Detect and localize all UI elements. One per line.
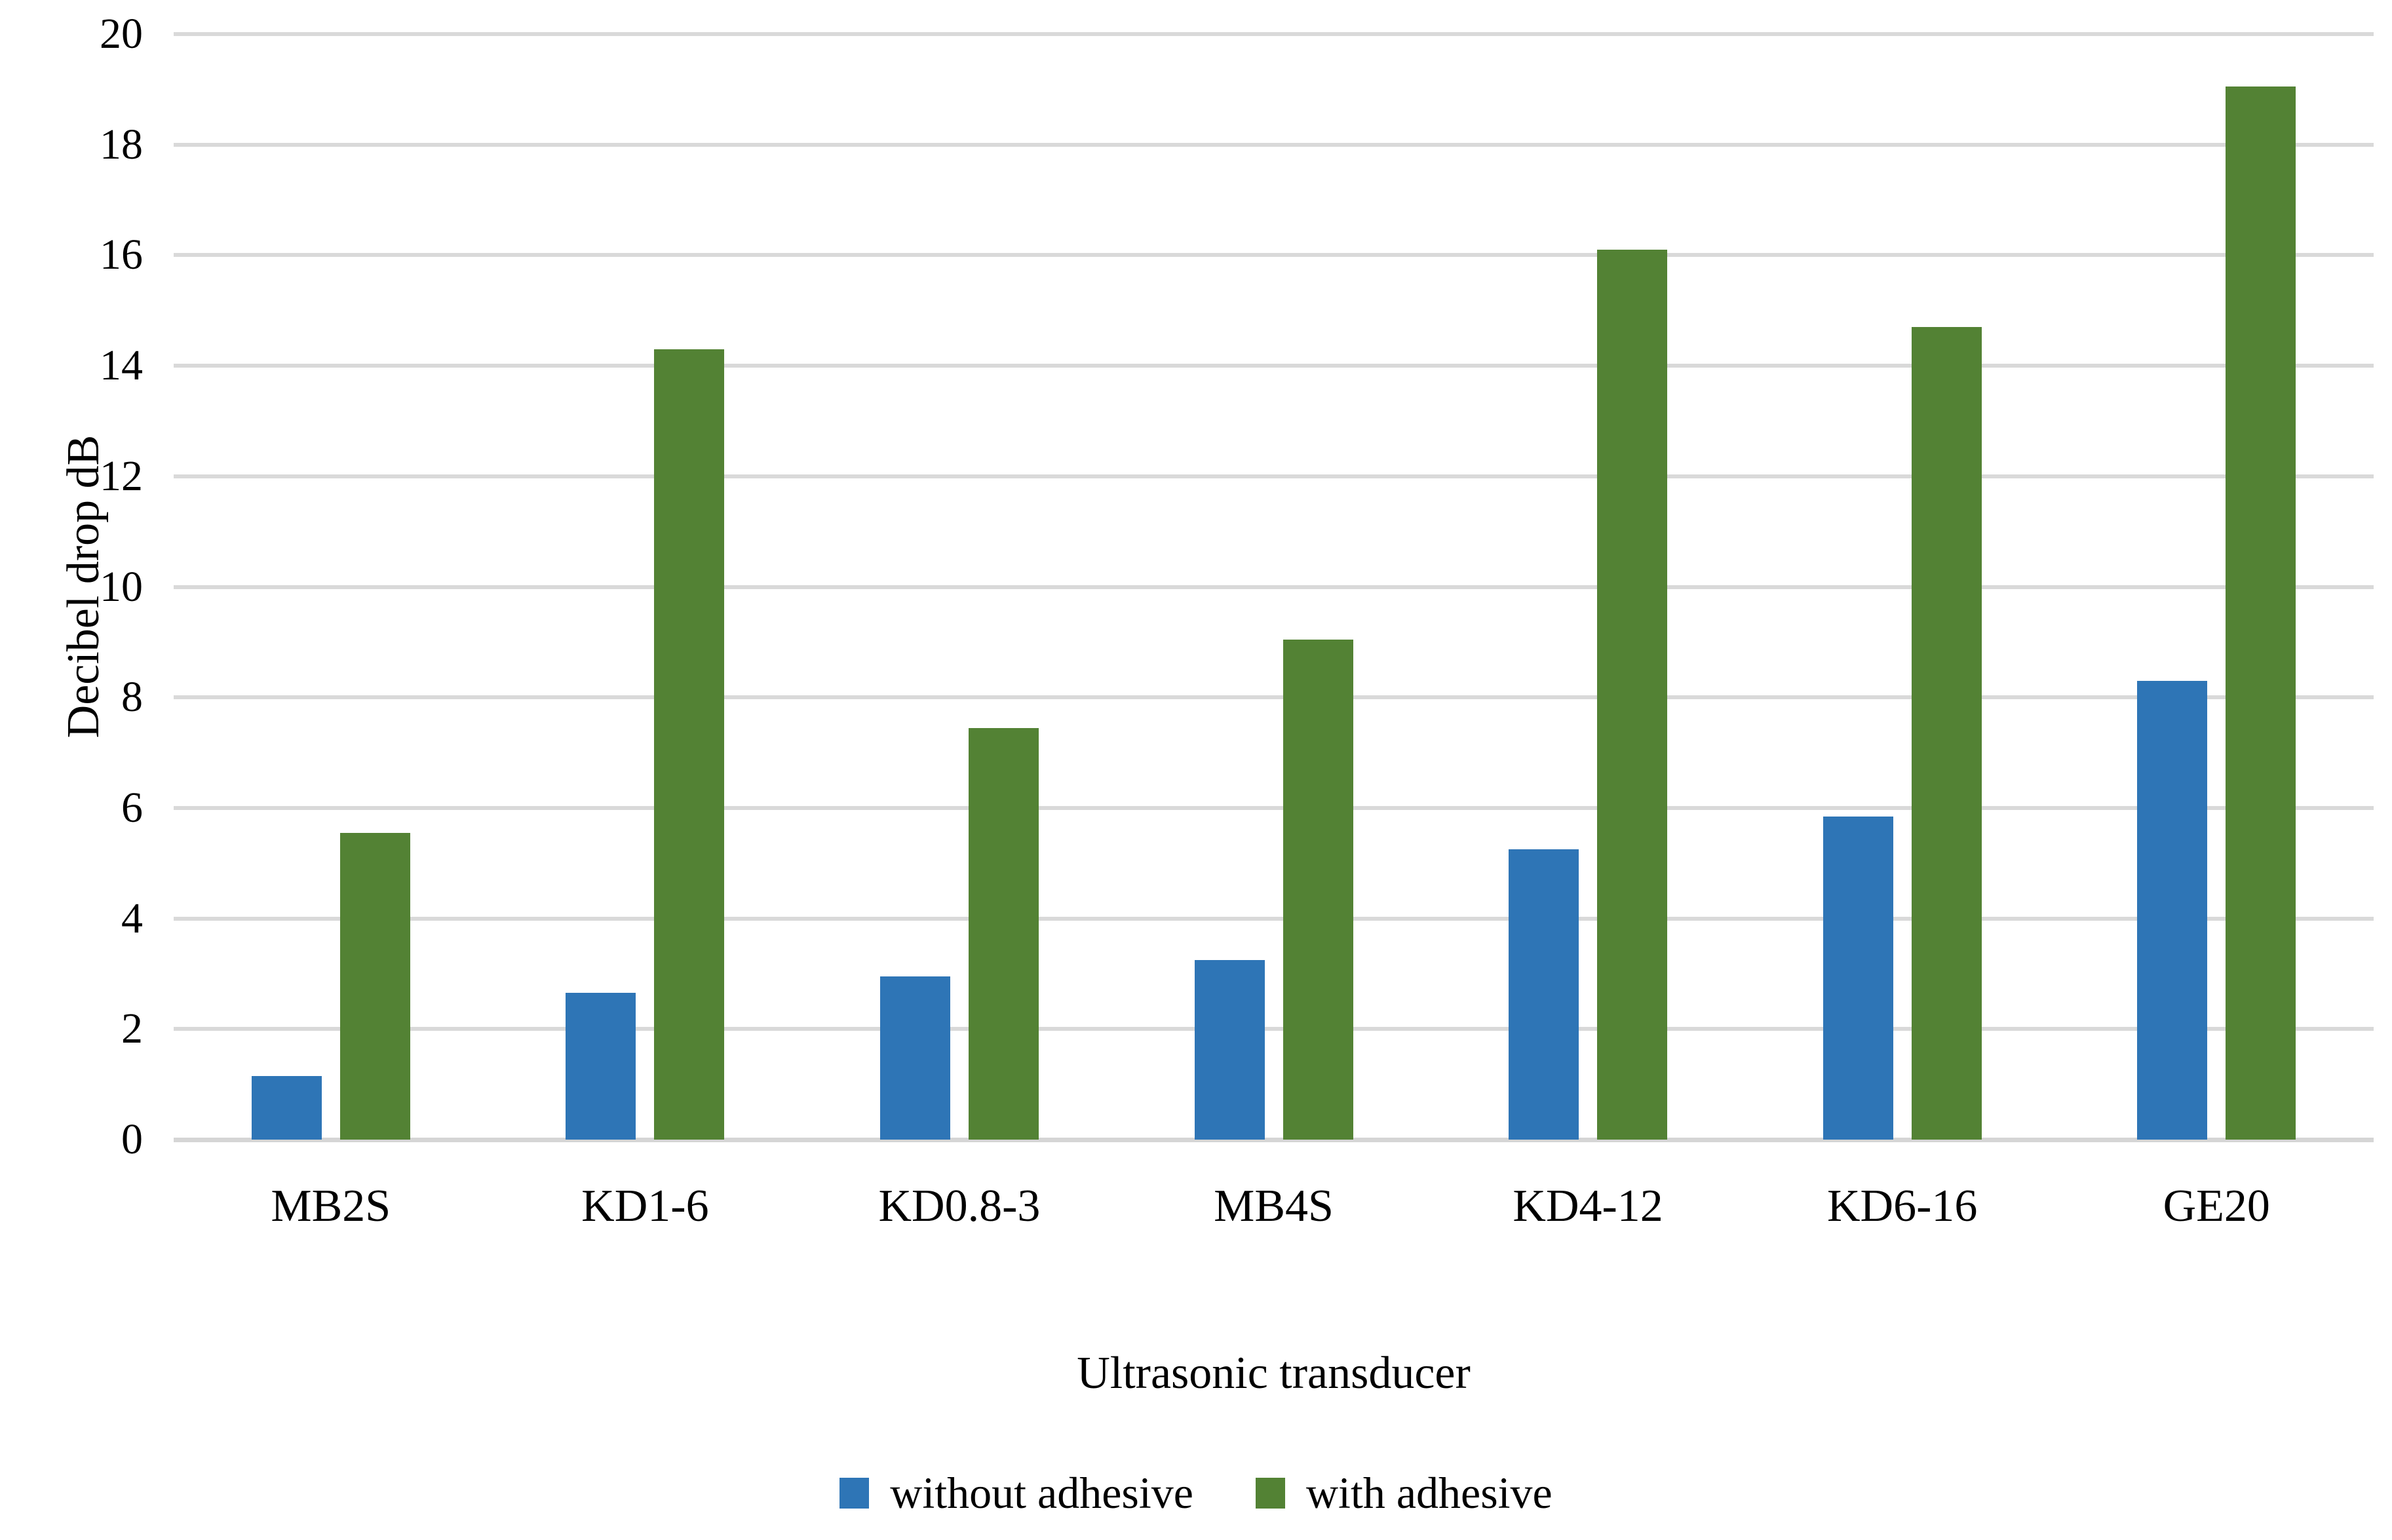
- x-category-label-KD1-6: KD1-6: [581, 1181, 709, 1231]
- x-category-label-GE20: GE20: [2163, 1181, 2270, 1231]
- bar-group-GE20: [2059, 34, 2374, 1140]
- x-axis-line: [174, 1138, 2374, 1142]
- y-tick-label-0: 0: [121, 1115, 143, 1163]
- bar-KD4-12-without-adhesive: [1509, 849, 1579, 1140]
- legend-label: with adhesive: [1305, 1468, 1553, 1518]
- bar-KD6-16-without-adhesive: [1823, 816, 1893, 1140]
- y-tick-label-10: 10: [100, 562, 143, 611]
- y-tick-label-14: 14: [100, 341, 143, 390]
- y-tick-label-18: 18: [100, 120, 143, 168]
- y-tick-label-12: 12: [100, 452, 143, 500]
- x-category-label-MB4S: MB4S: [1214, 1181, 1334, 1231]
- gridlines: [174, 32, 2374, 1142]
- bar-GE20-with-adhesive: [2226, 87, 2296, 1140]
- x-axis-title: Ultrasonic transducer: [1077, 1348, 1471, 1398]
- bar-group-KD6-16: [1745, 34, 2060, 1140]
- bar-KD4-12-with-adhesive: [1597, 249, 1668, 1140]
- legend-item-without-adhesive: without adhesive: [839, 1467, 1193, 1519]
- legend-label: without adhesive: [890, 1468, 1193, 1518]
- bar-group-KD0.8-3: [802, 34, 1117, 1140]
- bar-group-KD4-12: [1431, 34, 1745, 1140]
- legend-item-with-adhesive: with adhesive: [1255, 1467, 1553, 1519]
- y-tick-label-4: 4: [121, 894, 143, 942]
- gridline-y-6: [174, 805, 2374, 810]
- legend: without adhesive with adhesive: [0, 1467, 2392, 1519]
- x-category-label-KD0.8-3: KD0.8-3: [878, 1181, 1041, 1231]
- y-tick-label-2: 2: [121, 1005, 143, 1053]
- bar-group-KD1-6: [488, 34, 803, 1140]
- bar-MB2S-without-adhesive: [251, 1076, 322, 1140]
- bar-group-MB2S: [174, 34, 488, 1140]
- bar-GE20-without-adhesive: [2137, 680, 2208, 1140]
- bar-KD6-16-with-adhesive: [1911, 327, 1982, 1140]
- gridline-y-10: [174, 585, 2374, 589]
- bar-KD0.8-3-with-adhesive: [968, 727, 1039, 1140]
- y-tick-label-16: 16: [100, 231, 143, 279]
- y-tick-label-20: 20: [100, 10, 143, 58]
- bar-series-container: [174, 34, 2374, 1140]
- bar-MB2S-with-adhesive: [339, 832, 410, 1140]
- y-tick-label-8: 8: [121, 673, 143, 722]
- bar-KD1-6-with-adhesive: [654, 349, 725, 1140]
- gridline-y-4: [174, 916, 2374, 921]
- gridline-y-20: [174, 32, 2374, 36]
- x-category-label-KD6-16: KD6-16: [1826, 1181, 1978, 1231]
- x-category-label-MB2S: MB2S: [271, 1181, 391, 1231]
- y-axis-title: Decibel drop dB: [58, 434, 109, 739]
- legend-swatch-icon: [1255, 1477, 1285, 1509]
- x-axis-category-labels: MB2S KD1-6 KD0.8-3 MB4S KD4-12 KD6-16 GE20: [174, 1177, 2374, 1236]
- bar-group-MB4S: [1117, 34, 1431, 1140]
- gridline-y-16: [174, 253, 2374, 258]
- bar-MB4S-with-adhesive: [1283, 639, 1353, 1140]
- bar-MB4S-without-adhesive: [1194, 959, 1265, 1140]
- plot-area: [174, 32, 2374, 1142]
- y-tick-label-6: 6: [121, 783, 143, 832]
- gridline-y-14: [174, 364, 2374, 368]
- legend-swatch-icon: [839, 1477, 870, 1509]
- bar-KD0.8-3-without-adhesive: [879, 976, 950, 1140]
- bar-KD1-6-without-adhesive: [566, 993, 636, 1140]
- y-axis: 0 2 4 6 8 10 12 14 16 18 20: [0, 12, 143, 1161]
- x-category-label-KD4-12: KD4-12: [1513, 1181, 1663, 1231]
- gridline-y-18: [174, 142, 2374, 147]
- gridline-y-8: [174, 695, 2374, 700]
- gridline-y-2: [174, 1027, 2374, 1031]
- gridline-y-12: [174, 474, 2374, 478]
